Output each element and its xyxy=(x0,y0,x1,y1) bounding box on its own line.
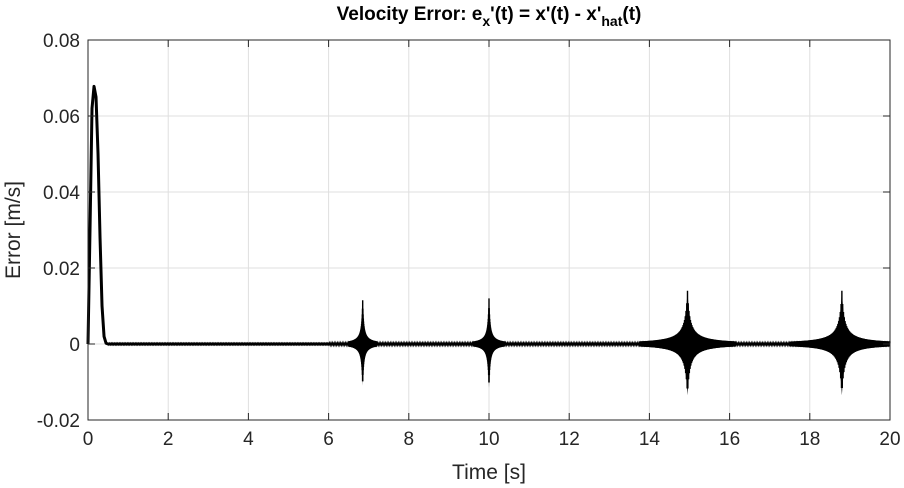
title-tail: (t) xyxy=(622,4,641,25)
y-tick-labels: -0.02 0 0.02 0.04 0.06 0.08 xyxy=(37,31,81,432)
title-sub-x: x xyxy=(482,13,490,29)
x-tick-label: 6 xyxy=(323,429,334,450)
x-tick-label: 4 xyxy=(243,429,254,450)
y-tick-label: 0.06 xyxy=(43,107,80,128)
x-tick-label: 10 xyxy=(478,429,499,450)
y-tick-label: 0.08 xyxy=(43,31,80,52)
x-tick-label: 12 xyxy=(559,429,580,450)
title-main: Velocity Error: e xyxy=(337,4,483,25)
title-sub-hat: hat xyxy=(601,13,622,29)
x-tick-labels: 0 2 4 6 8 10 12 14 16 18 20 xyxy=(83,429,901,450)
x-tick-label: 2 xyxy=(163,429,174,450)
x-tick-label: 14 xyxy=(639,429,661,450)
oscillation-envelope xyxy=(789,290,890,396)
oscillation-envelope xyxy=(472,298,506,388)
x-tick-label: 16 xyxy=(719,429,740,450)
y-tick-label: 0 xyxy=(69,335,80,356)
title-mid: '(t) = x'(t) - x' xyxy=(490,4,601,25)
series-error-line xyxy=(86,84,891,396)
oscillation-envelope xyxy=(348,300,377,386)
chart-title: Velocity Error: ex'(t) = x'(t) - x'hat(t… xyxy=(337,4,642,29)
y-axis-label: Error [m/s] xyxy=(2,181,25,279)
oscillation-envelope xyxy=(639,290,736,396)
x-tick-label: 20 xyxy=(879,429,900,450)
x-axis-label: Time [s] xyxy=(452,461,526,484)
axis-ticks xyxy=(87,39,891,421)
y-tick-label: 0.04 xyxy=(43,183,80,204)
y-tick-label: 0.02 xyxy=(43,259,80,280)
x-tick-label: 0 xyxy=(83,429,94,450)
y-tick-label: -0.02 xyxy=(37,411,80,432)
x-tick-label: 18 xyxy=(799,429,820,450)
x-tick-label: 8 xyxy=(404,429,415,450)
